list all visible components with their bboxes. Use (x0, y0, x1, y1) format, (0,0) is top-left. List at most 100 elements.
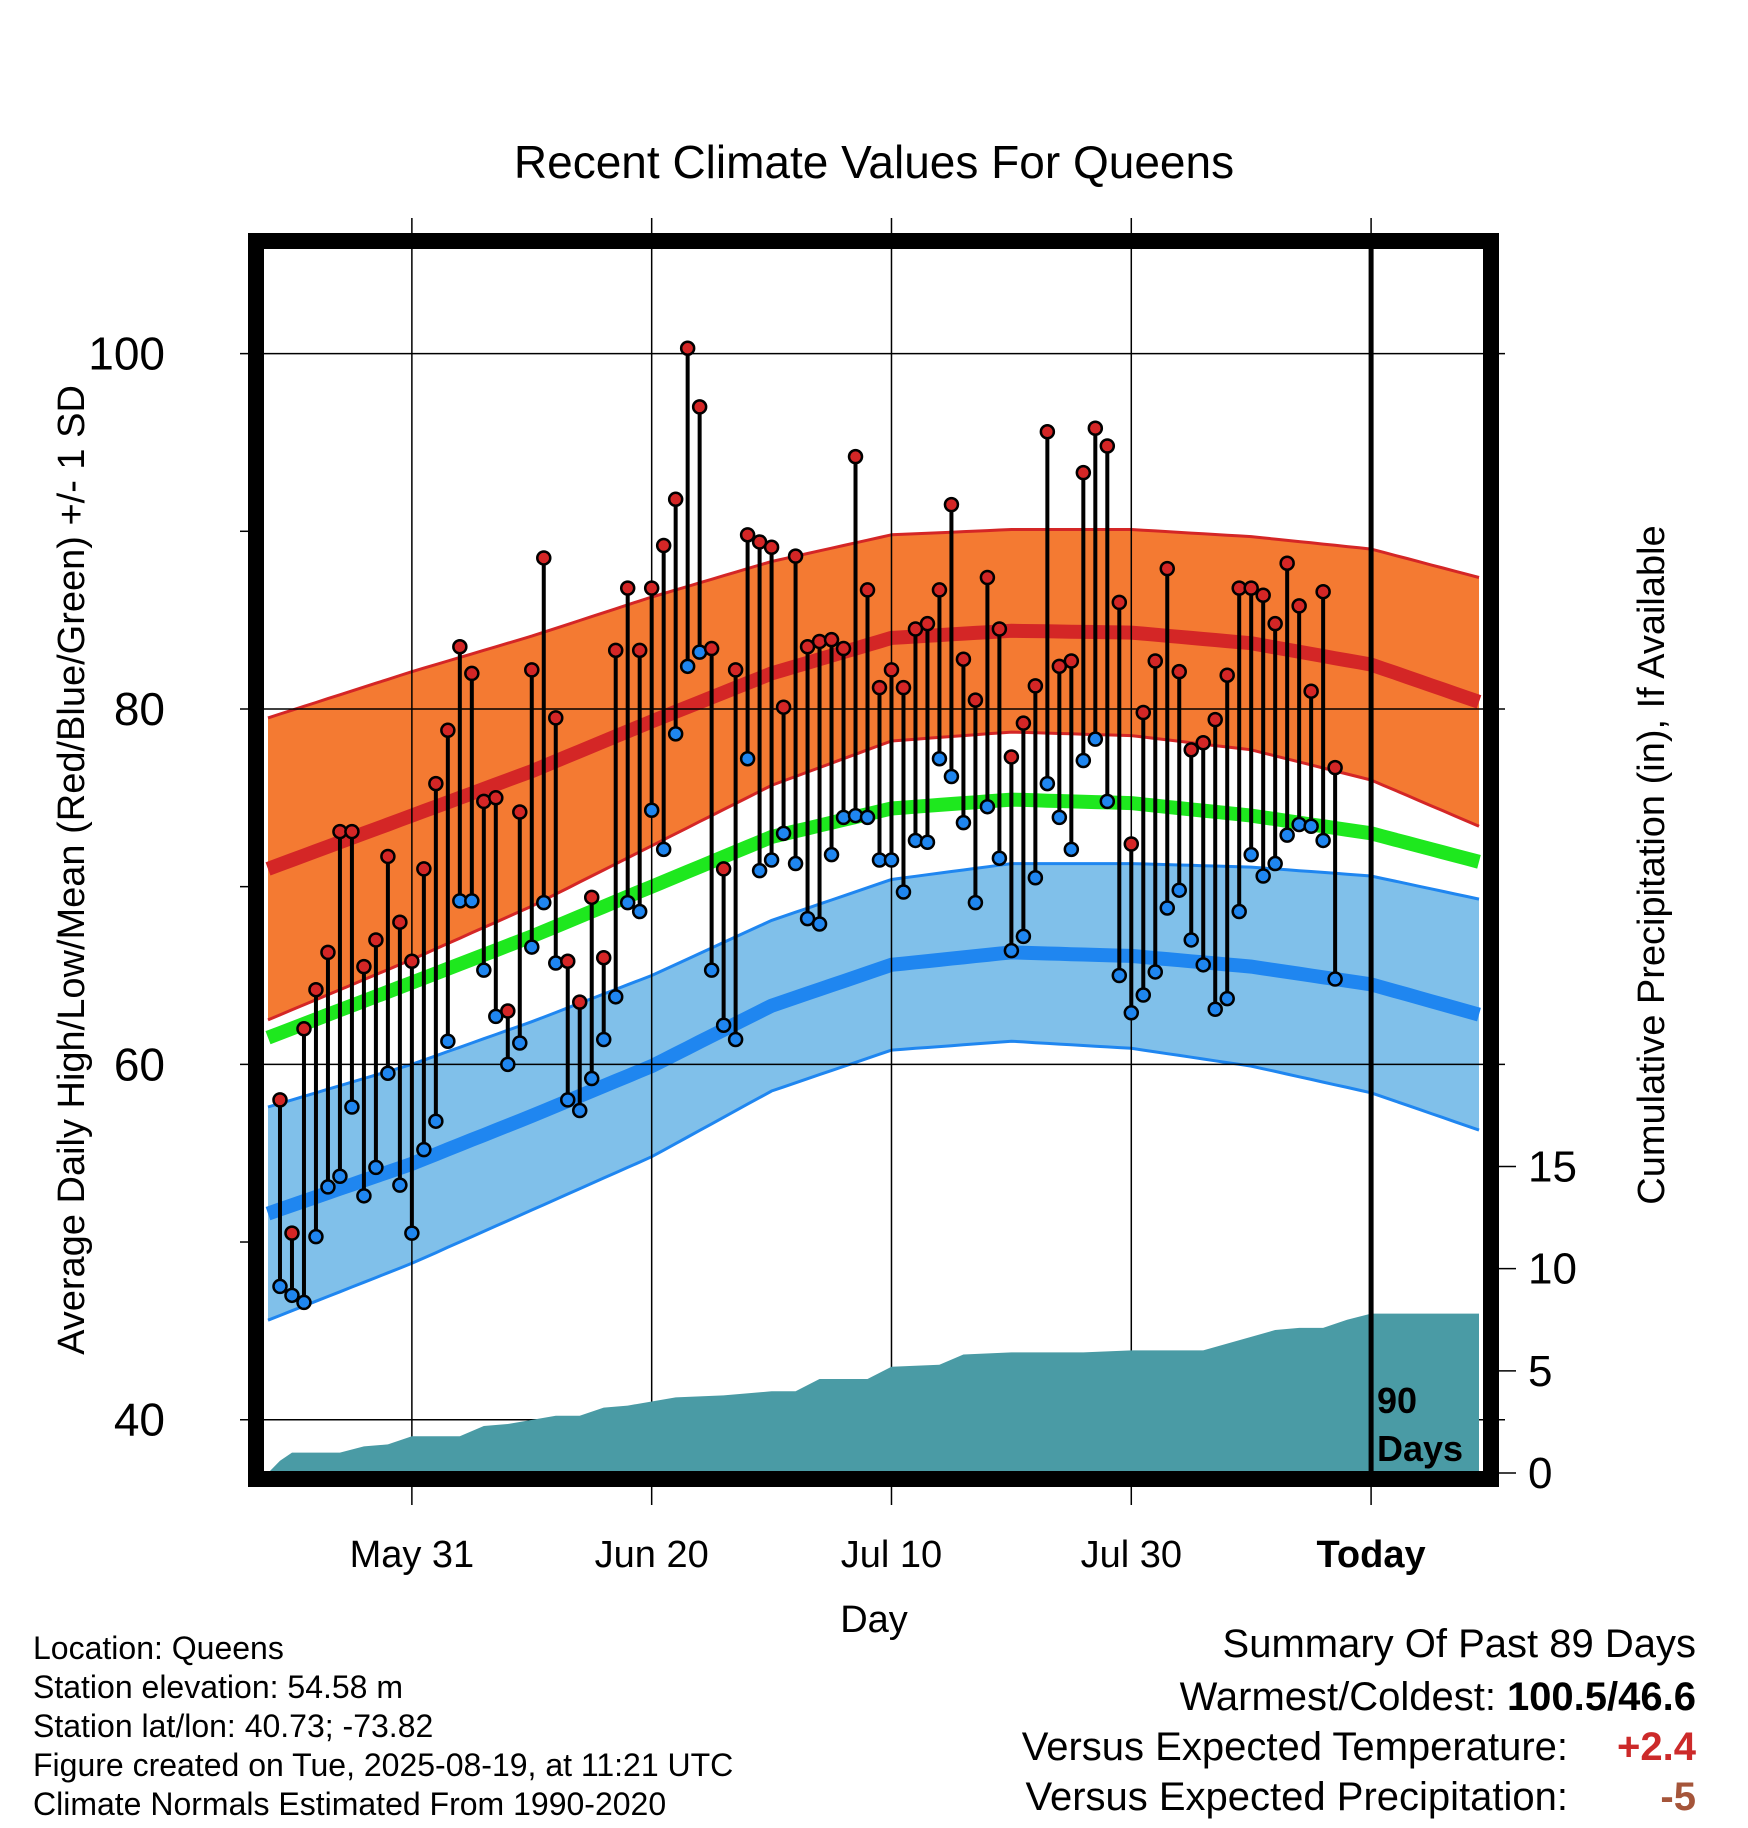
low-point (512, 1035, 528, 1051)
high-point (1111, 594, 1128, 611)
low-point (476, 962, 492, 978)
high-point (1327, 759, 1343, 776)
low-point (1303, 818, 1319, 834)
high-point (308, 981, 324, 998)
high-point (344, 823, 360, 840)
high-point (1195, 734, 1211, 751)
high-point (643, 580, 660, 596)
high-point (715, 861, 732, 877)
low-point (1099, 793, 1116, 810)
high-point (967, 692, 984, 708)
low-point (775, 825, 792, 842)
low-point (320, 1179, 336, 1195)
x-tick-label: Jul 10 (841, 1534, 942, 1576)
x-tick-label: May 31 (350, 1534, 475, 1576)
low-point (1255, 868, 1271, 884)
low-point (667, 726, 684, 742)
high-point (847, 448, 864, 465)
low-point (380, 1065, 396, 1081)
low-point (643, 802, 660, 818)
high-point (739, 527, 756, 543)
precip-cumulative-area (268, 1313, 1479, 1473)
high-point (871, 679, 888, 696)
low-point (344, 1099, 360, 1115)
low-point (404, 1225, 420, 1241)
high-point (1003, 749, 1020, 765)
low-point (571, 1102, 588, 1119)
high-point (667, 491, 684, 508)
high-point (859, 582, 876, 598)
high-point (1015, 715, 1032, 731)
high-point (284, 1225, 300, 1241)
high-point (571, 994, 588, 1010)
x-tick-label: Today (1317, 1534, 1426, 1576)
low-point (524, 939, 540, 955)
summary-title: Summary Of Past 89 Days (1222, 1622, 1696, 1666)
low-point (1123, 1005, 1140, 1021)
high-sd-band (268, 529, 1479, 1020)
low-point (1147, 964, 1164, 980)
temp-label: Versus Expected Temperature: (1021, 1725, 1568, 1769)
low-point (272, 1278, 288, 1295)
high-point (787, 548, 804, 564)
axes (240, 530, 1516, 1474)
low-point (595, 1031, 612, 1048)
low-point (1087, 731, 1104, 747)
high-point (943, 496, 960, 513)
warm-cold-label: Warmest/Coldest: (1179, 1675, 1496, 1719)
high-point (1147, 653, 1164, 669)
high-point (1243, 580, 1259, 596)
high-point (1063, 653, 1080, 669)
high-point (631, 642, 648, 659)
high-point (1267, 615, 1283, 632)
high-point (320, 944, 336, 961)
high-point (823, 631, 840, 648)
precip-area (268, 1313, 1479, 1473)
high-point (895, 679, 912, 696)
high-point (536, 550, 552, 566)
high-point (835, 640, 852, 657)
low-point (1015, 928, 1032, 945)
high-point (1099, 438, 1116, 454)
plot-frame (248, 233, 1499, 1487)
high-point (775, 699, 792, 715)
low-point (751, 862, 768, 879)
location-text: Location: Queens (33, 1630, 284, 1666)
high-point (883, 662, 900, 678)
low-point (1231, 903, 1247, 920)
high-point (464, 665, 480, 682)
y-tick-label: 100 (88, 328, 165, 380)
high-point (679, 340, 696, 357)
low-point (1027, 870, 1044, 886)
low-point (1159, 900, 1176, 916)
low-point (440, 1033, 456, 1049)
low-point (979, 798, 996, 815)
low-point (428, 1113, 444, 1129)
low-point (332, 1168, 348, 1185)
high-point (1159, 560, 1176, 577)
low-point (1051, 809, 1068, 826)
temp-value: +2.4 (1617, 1725, 1696, 1769)
x-tick-label: Jun 20 (595, 1534, 709, 1576)
high-point (404, 953, 420, 970)
high-point (368, 932, 384, 948)
daily-points (272, 340, 1343, 1311)
high-point (512, 804, 528, 820)
low-point (727, 1031, 744, 1048)
high-point (1171, 663, 1187, 680)
low-point (739, 750, 756, 767)
low-point (823, 846, 840, 863)
high-point (356, 958, 372, 975)
low-point (931, 750, 948, 767)
elevation-text: Station elevation: 54.58 m (33, 1669, 404, 1705)
high-point (1123, 836, 1140, 852)
high-point (727, 662, 744, 678)
daily-range-stems (277, 348, 1338, 1303)
low-point (1267, 855, 1283, 872)
low-point (679, 658, 696, 675)
high-point (416, 861, 432, 877)
low-point (631, 903, 648, 920)
high-point (619, 580, 636, 596)
y-tick-label: 80 (114, 683, 165, 735)
